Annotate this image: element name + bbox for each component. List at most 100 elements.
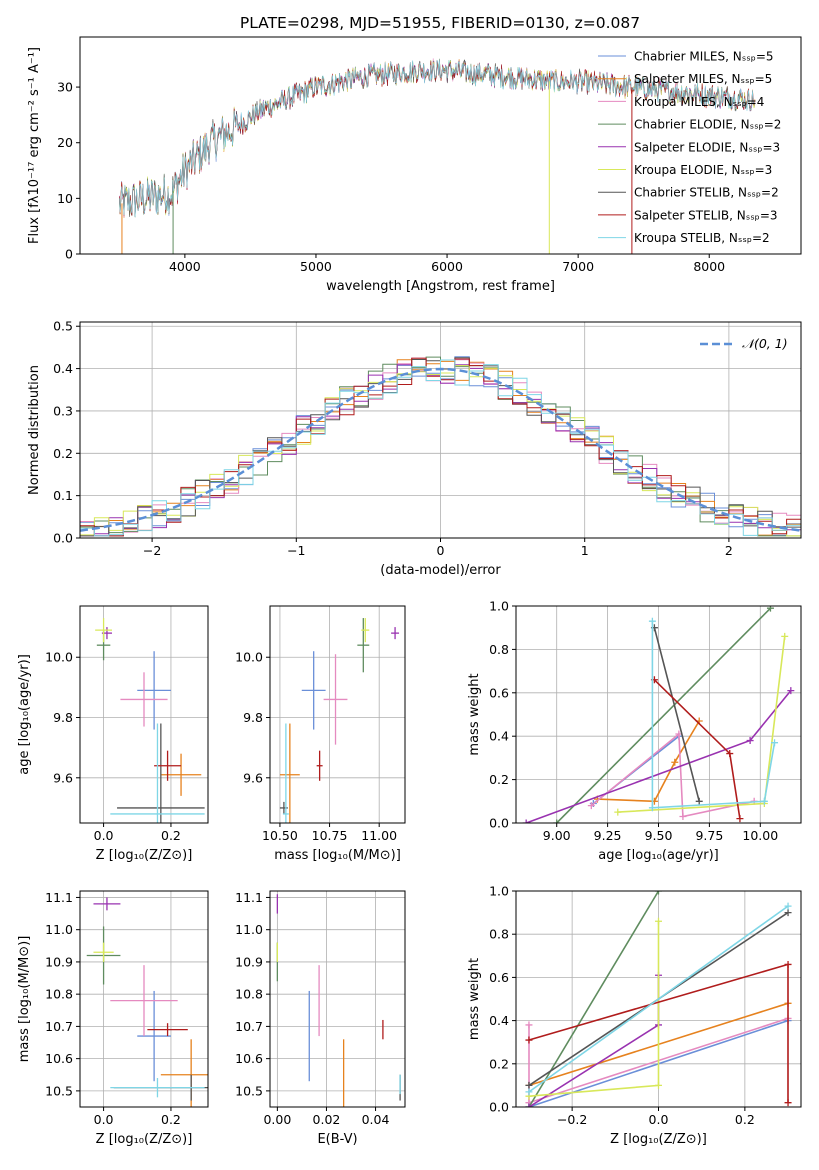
weight-line-kroupa_elodie — [617, 636, 786, 813]
axes-mass-vs-EBV: 0.00 0.02 0.04 10.5 10.6 10.7 10.8 10.9 11.0 11.1… — [235, 890, 406, 1147]
axes-age-vs-Z: 0.0 0.2 9.6 9.8 10.0 Z [log₁₀(Z/Z⊙)] age [log₁… — [17, 605, 209, 863]
errorbar-salpeter_miles — [160, 753, 202, 796]
y-tick-label: 10.8 — [45, 987, 73, 1002]
legend-label-chabrier_elodie: Chabrier ELODIE, Nₛₛₚ=2 — [634, 118, 781, 132]
y-tick-label: 10 — [57, 191, 73, 206]
y-tick-label: 9.8 — [53, 710, 73, 725]
y-tick-label: 20 — [57, 135, 73, 150]
y-tick-label: 0.0 — [53, 531, 73, 546]
weight-marker-chabrier_stelib — [525, 1081, 533, 1089]
errorbar-salpeter_stelib — [316, 750, 323, 781]
x-tick-label: 0.0 — [649, 1112, 669, 1127]
y-tick-label: 1.0 — [489, 884, 509, 899]
weight-marker-salpeter_elodie — [746, 737, 754, 745]
axes-frame — [79, 36, 802, 255]
x-axis-label: age [log₁₀(age/yr)] — [598, 848, 719, 863]
plot-area — [279, 618, 400, 823]
x-tick-label: 6000 — [431, 259, 463, 274]
weight-marker-chabrier_elodie — [553, 819, 561, 823]
axes-spectrum: 4000 5000 6000 7000 8000 0 10 20 30 wavelength [A… — [27, 36, 802, 294]
axes-frame-group: 10.50 10.75 11.00 9.6 9.8 10.0 mass [log₁₀(M/M… — [235, 605, 406, 863]
x-tick-label: 7000 — [562, 259, 594, 274]
legend: Chabrier MILES, Nₛₛₚ=5 Salpeter MILES, Nₛ… — [598, 50, 781, 245]
weight-marker-kroupa_stelib — [760, 797, 768, 805]
y-axis-label: mass weight — [467, 673, 482, 755]
weight-marker-kroupa_miles — [525, 1021, 533, 1029]
y-tick-label: 9.6 — [53, 770, 73, 785]
x-tick-label: 8000 — [693, 259, 725, 274]
x-axis-label: Z [log₁₀(Z/Z⊙)] — [96, 1132, 193, 1147]
x-tick-label: 2 — [725, 543, 733, 558]
errorbar-salpeter_stelib — [147, 1023, 188, 1037]
y-tick-label: 10.7 — [45, 1019, 73, 1034]
weight-marker-salpeter_miles — [671, 758, 679, 766]
weight-marker-salpeter_stelib — [736, 815, 744, 823]
errorbar-kroupa_stelib — [110, 723, 205, 823]
legend-label-salpeter_elodie: Salpeter ELODIE, Nₛₛₚ=3 — [634, 140, 780, 154]
axes-frame — [79, 890, 209, 1108]
weight-marker-chabrier_elodie — [766, 606, 774, 612]
y-tick-label: 9.6 — [243, 770, 263, 785]
y-tick-label: 10.9 — [235, 954, 263, 969]
plot-area — [525, 891, 792, 1107]
errorbar-chabrier_stelib — [279, 801, 288, 814]
weight-line-kroupa_stelib — [651, 621, 776, 809]
x-tick-label: 0.2 — [161, 828, 181, 843]
axes-frame-group: 9.00 9.25 9.50 9.75 10.00 0.0 0.2 0.4 0.6 0.8 1.0 a… — [467, 599, 802, 863]
y-tick-label: 10.5 — [45, 1083, 73, 1098]
y-tick-label: 0.4 — [489, 1013, 509, 1028]
y-tick-label: 0.4 — [53, 361, 73, 376]
axes-frame-group: 0.0 0.2 9.6 9.8 10.0 Z [log₁₀(Z/Z⊙)] age [log₁… — [17, 605, 209, 863]
x-tick-label: 10.50 — [262, 828, 298, 843]
weight-marker-kroupa_stelib — [525, 1088, 533, 1096]
weight-line-chabrier_stelib — [653, 627, 700, 802]
axes-weight-vs-age: 9.00 9.25 9.50 9.75 10.00 0.0 0.2 0.4 0.6 0.8 1.0 a… — [467, 599, 802, 863]
legend-label-normal: 𝒩(0, 1) — [742, 336, 788, 351]
errorbar-kroupa_elodie — [95, 618, 112, 643]
axes-frame-group: 0.0 0.2 10.5 10.6 10.7 10.8 10.9 11.0 11.1 Z [log… — [17, 890, 209, 1147]
y-tick-label: 0 — [65, 247, 73, 262]
axes-frame — [79, 605, 209, 824]
legend-label-chabrier_stelib: Chabrier STELIB, Nₛₛₚ=2 — [634, 186, 779, 200]
grid — [270, 891, 405, 1107]
y-tick-label: 0.6 — [489, 970, 509, 985]
weight-marker-salpeter_stelib — [784, 1099, 792, 1107]
errorbar-salpeter_elodie — [391, 627, 400, 640]
y-tick-label: 0.3 — [53, 403, 73, 418]
errorbar-chabrier_miles — [301, 651, 326, 730]
y-axis-label: mass weight — [467, 958, 482, 1040]
legend-label-salpeter_stelib: Salpeter STELIB, Nₛₛₚ=3 — [634, 208, 778, 222]
y-tick-label: 1.0 — [489, 599, 509, 614]
x-tick-label: 1 — [581, 543, 589, 558]
x-axis-label: E(B-V) — [317, 1132, 357, 1147]
errorbar-chabrier_miles — [137, 651, 171, 730]
x-tick-label: −0.2 — [557, 1112, 587, 1127]
plot-area — [86, 897, 208, 1107]
legend-label-chabrier_miles: Chabrier MILES, Nₛₛₚ=5 — [634, 50, 774, 64]
axes-frame-group: 0.00 0.02 0.04 10.5 10.6 10.7 10.8 10.9 11.0 11.1… — [235, 890, 406, 1147]
y-axis-label: mass [log₁₀(M/M⊙)] — [17, 936, 32, 1063]
weight-marker-salpeter_elodie — [787, 687, 795, 695]
y-axis-label: age [log₁₀(age/yr)] — [17, 654, 32, 775]
errorbar-salpeter_miles — [279, 723, 300, 823]
legend-label-salpeter_miles: Salpeter MILES, Nₛₛₚ=5 — [634, 72, 772, 86]
axes-weight-vs-Z: −0.2 0.0 0.2 0.0 0.2 0.4 0.6 0.8 1.0 Z [log₁₀(Z/Z… — [467, 884, 802, 1147]
x-tick-label: 9.25 — [594, 828, 622, 843]
weight-marker-kroupa_elodie — [614, 808, 622, 816]
errorbar-salpeter_stelib — [154, 750, 182, 781]
axes-frame-group: −2 −1 0 1 2 0.0 0.1 0.2 0.3 0.4 0.5 (data-model)/er… — [27, 319, 802, 578]
weight-marker-salpeter_elodie — [522, 819, 530, 823]
y-tick-label: 0.2 — [53, 446, 73, 461]
weight-marker-salpeter_stelib — [784, 960, 792, 968]
y-axis-label: Flux [fλ10⁻¹⁷ erg cm⁻² s⁻¹ A⁻¹] — [27, 47, 42, 244]
weight-line-kroupa_stelib — [528, 905, 789, 1093]
y-tick-label: 0.0 — [489, 1100, 509, 1115]
weight-line-chabrier_elodie — [528, 891, 660, 1107]
y-tick-label: 11.0 — [235, 922, 263, 937]
x-tick-label: 0.02 — [313, 1112, 341, 1127]
x-tick-label: 0.2 — [161, 1112, 181, 1127]
weight-marker-salpeter_stelib — [726, 750, 734, 758]
y-tick-label: 10.6 — [45, 1051, 73, 1066]
x-tick-label: 0.04 — [362, 1112, 390, 1127]
